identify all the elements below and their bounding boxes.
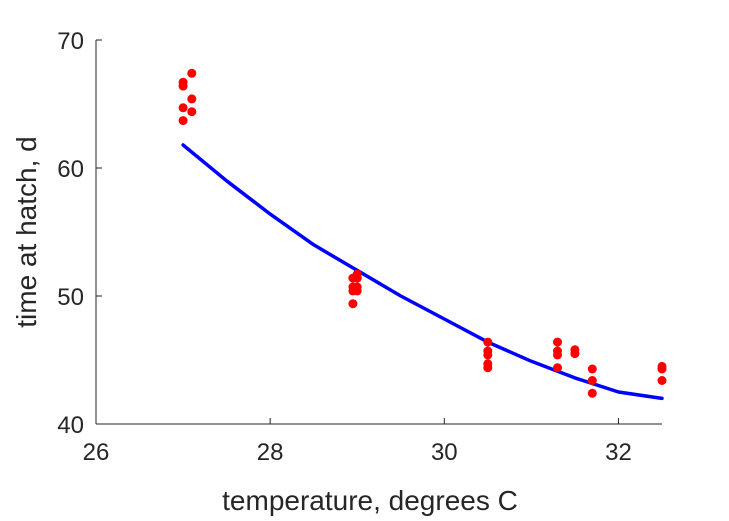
y-axis-ticks: 40 50 60 70 (57, 28, 102, 439)
data-point (483, 363, 493, 373)
x-axis-label: temperature, degrees C (222, 485, 518, 516)
y-tick-label: 50 (57, 284, 84, 311)
data-point (352, 286, 362, 296)
y-tick-label: 60 (57, 156, 84, 183)
plot-area (178, 68, 667, 401)
y-axis-label: time at hatch, d (11, 136, 42, 327)
data-point (587, 388, 597, 398)
x-tick-label: 28 (257, 439, 284, 466)
data-point (178, 116, 188, 126)
data-point (483, 350, 493, 360)
x-tick-label: 26 (83, 439, 110, 466)
data-point (187, 68, 197, 78)
data-point (657, 376, 667, 385)
fit-curve (181, 143, 664, 401)
y-tick-label: 70 (57, 28, 84, 55)
data-point (483, 337, 493, 347)
data-point (187, 107, 197, 117)
data-point (553, 350, 562, 360)
data-point (352, 273, 362, 283)
data-point (570, 349, 580, 359)
data-point (553, 337, 562, 347)
data-point (553, 363, 562, 373)
data-point (657, 364, 667, 374)
x-axis-ticks: 26 28 30 32 (83, 418, 632, 466)
x-tick-label: 30 (431, 439, 458, 466)
y-tick-label: 40 (57, 412, 84, 439)
x-tick-label: 32 (605, 439, 632, 466)
data-point (187, 94, 197, 104)
data-point (587, 376, 597, 385)
data-point (178, 103, 188, 113)
data-point (348, 299, 358, 309)
data-point (178, 81, 188, 91)
data-point (587, 364, 597, 374)
